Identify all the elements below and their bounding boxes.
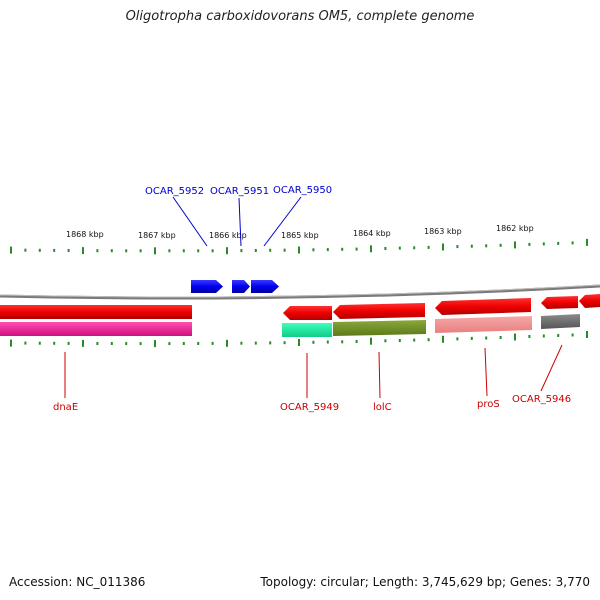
forward-genes xyxy=(191,280,279,293)
leader-line-ocar-5952 xyxy=(172,196,208,247)
scale-label-1863: 1863 kbp xyxy=(424,227,462,236)
gene-arrow-forward-icon[interactable] xyxy=(191,280,223,293)
gene-label-ocar-5946[interactable]: OCAR_5946 xyxy=(512,394,571,405)
bottom-leader-lines xyxy=(64,344,563,399)
scale-label-1865: 1865 kbp xyxy=(281,231,319,240)
gene-label-ocar-5951[interactable]: OCAR_5951 xyxy=(210,186,269,197)
gene-label-dnae[interactable]: dnaE xyxy=(53,402,78,413)
scale-labels: 1868 kbp 1867 kbp 1866 kbp 1865 kbp 1864… xyxy=(66,224,534,240)
gene-arrow-reverse-icon[interactable] xyxy=(333,303,425,319)
leader-line-lolc xyxy=(378,351,381,399)
feature-bar-icon[interactable] xyxy=(282,323,332,337)
top-leader-lines xyxy=(172,196,302,247)
scale-label-1862: 1862 kbp xyxy=(496,224,534,233)
gene-label-ocar-5952[interactable]: OCAR_5952 xyxy=(145,186,204,197)
scale-label-1868: 1868 kbp xyxy=(66,230,104,239)
gene-arrow-forward-icon[interactable] xyxy=(251,280,279,293)
accession-text: Accession: NC_011386 xyxy=(9,575,146,589)
feature-bar-icon[interactable] xyxy=(541,314,580,329)
gene-label-ocar-5949[interactable]: OCAR_5949 xyxy=(280,402,339,413)
genome-backbone xyxy=(0,284,600,300)
reverse-genes xyxy=(0,294,600,320)
leader-line-ocar-5946 xyxy=(540,344,563,392)
leader-line-ocar-5950 xyxy=(263,196,302,247)
top-gene-labels: OCAR_5952 OCAR_5951 OCAR_5950 xyxy=(145,185,332,197)
feature-bar-icon[interactable] xyxy=(0,322,192,336)
leader-line-ocar-5951 xyxy=(238,197,242,247)
gene-arrow-reverse-icon[interactable] xyxy=(579,294,600,308)
feature-bar-icon[interactable] xyxy=(333,320,426,336)
gene-arrow-reverse-icon[interactable] xyxy=(283,306,332,320)
feature-bar-icon[interactable] xyxy=(435,316,532,333)
gene-arrow-forward-icon[interactable] xyxy=(232,280,250,293)
topology-text: Topology: circular; Length: 3,745,629 bp… xyxy=(260,575,590,589)
scale-label-1866: 1866 kbp xyxy=(209,231,247,240)
scale-label-1867: 1867 kbp xyxy=(138,231,176,240)
gene-label-lolc[interactable]: lolC xyxy=(373,402,392,413)
leader-line-pros xyxy=(484,347,488,397)
gene-arrow-reverse-icon[interactable] xyxy=(435,298,531,315)
genome-title: Oligotropha carboxidovorans OM5, complet… xyxy=(125,9,475,24)
scale-ticks-top xyxy=(10,238,588,255)
gene-label-pros[interactable]: proS xyxy=(477,399,500,410)
gene-arrow-reverse-icon[interactable] xyxy=(541,296,578,309)
genome-backbone-highlight xyxy=(0,284,600,298)
bottom-gene-labels: dnaE OCAR_5949 lolC proS OCAR_5946 xyxy=(53,394,571,413)
scale-label-1864: 1864 kbp xyxy=(353,229,391,238)
scale-ticks-bottom xyxy=(10,331,588,348)
gene-label-ocar-5950[interactable]: OCAR_5950 xyxy=(273,185,332,196)
gene-arrow-reverse-icon[interactable] xyxy=(0,305,192,319)
feature-bars xyxy=(0,314,580,337)
